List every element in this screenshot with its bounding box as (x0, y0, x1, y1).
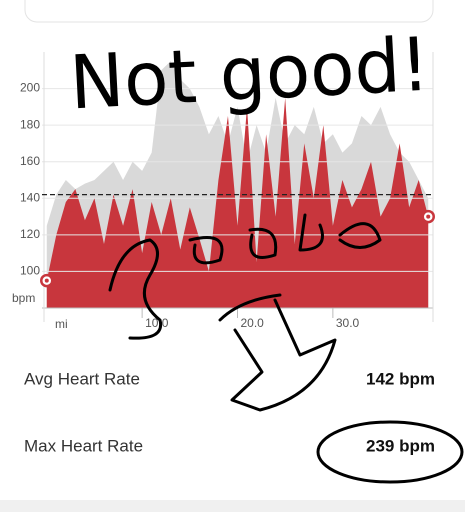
y-tick-label: 200 (20, 81, 40, 95)
y-unit: bpm (12, 291, 35, 305)
y-tick-label: 180 (20, 117, 40, 131)
stat-label: Avg Heart Rate (24, 369, 140, 388)
scribble (188, 213, 382, 265)
end-marker-dot (44, 278, 49, 283)
bottom-bar (0, 500, 465, 512)
y-tick-label: 100 (20, 264, 40, 278)
top-card (24, 0, 434, 23)
x-tick-label: 30.0 (336, 316, 360, 330)
end-marker-dot (426, 214, 431, 219)
y-tick-label: 140 (20, 190, 40, 204)
stat-value: 239 bpm (366, 436, 435, 455)
scribble-arrow (218, 293, 337, 412)
handwritten-note: Not good! (68, 22, 432, 127)
x-tick-label: 20.0 (241, 316, 265, 330)
stat-label: Max Heart Rate (24, 436, 143, 455)
scribble (108, 238, 163, 340)
x-tick-label: 10.0 (145, 316, 169, 330)
stat-value: 142 bpm (366, 369, 435, 388)
area (46, 97, 429, 308)
x-unit: mi (55, 317, 68, 331)
scribble-circle (316, 420, 464, 484)
y-tick-label: 160 (20, 154, 40, 168)
y-tick-label: 120 (20, 227, 40, 241)
chart: 100 120 140 160 180 200 10.0 20.0 30.0 mi bpm (12, 52, 435, 331)
